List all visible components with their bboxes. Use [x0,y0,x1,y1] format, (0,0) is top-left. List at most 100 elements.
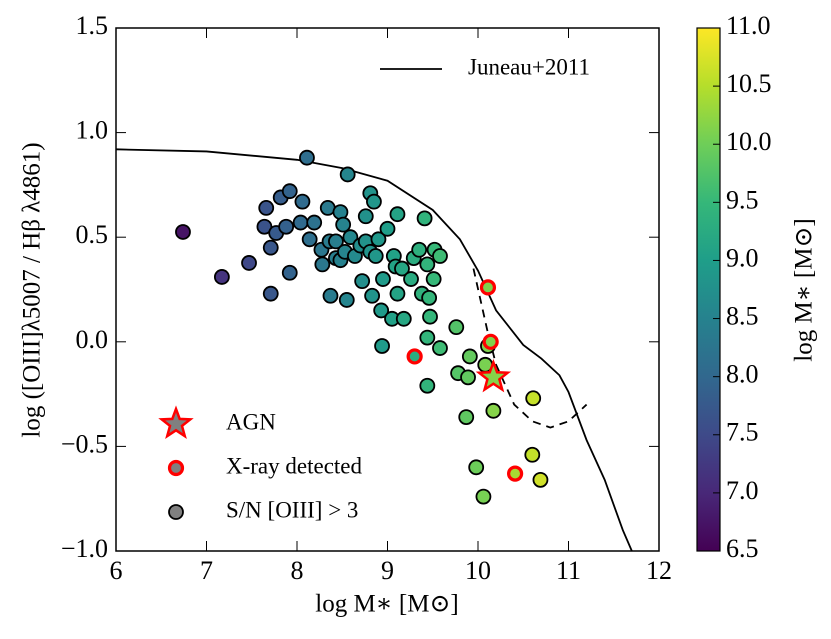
plot-frame [115,27,660,552]
point [306,214,323,231]
legend-label: AGN [226,409,276,434]
point [395,310,412,327]
plot-area [115,27,660,552]
legend-label: S/N [OIII] > 3 [226,497,358,522]
y-tick-label: 0.5 [76,220,109,249]
colorbar-tick-label: 9.0 [726,243,759,272]
x-axis-label: log M∗ [M⊙] [315,591,459,618]
point [403,271,419,287]
y-tick-label: 0.0 [76,325,109,354]
point [460,369,476,386]
legend-marker [167,459,185,477]
point [479,279,497,296]
point [389,206,406,223]
point [262,285,279,302]
point [419,329,436,346]
y-tick-label: −1.0 [61,534,108,563]
legend-label: X-ray detected [226,453,363,478]
point [366,193,382,210]
point [338,292,355,308]
point [258,200,275,216]
colorbar-label: log M∗ [M⊙] [791,218,818,362]
colorbar-tick-label: 10.0 [726,127,772,156]
point [468,459,485,476]
point [394,260,410,277]
colorbar-tick-label: 8.0 [726,360,759,389]
point [332,204,349,220]
y-tick-label: 1.0 [76,116,109,145]
point [421,289,438,306]
legend-marker [158,405,194,439]
point [241,255,257,271]
colorbar-tick-label: 7.5 [726,418,759,447]
legend-marker [168,504,184,520]
point [342,229,359,246]
point [262,239,279,256]
point [389,285,406,302]
point [525,390,542,407]
point [432,248,448,264]
point [314,256,331,273]
point [375,271,391,287]
point [292,214,309,231]
point [354,273,371,290]
agn-star [475,358,512,393]
point [422,308,438,325]
point [507,465,524,482]
point [373,302,390,319]
point [278,218,295,235]
point [294,193,311,210]
legend-label: Juneau+2011 [468,54,590,79]
y-axis-label: log ([OIII]λ5007 / Hβ λ4861) [19,142,46,437]
colorbar-tick-label: 7.0 [726,476,759,505]
point [339,166,356,183]
colorbar-tick-label: 11.0 [726,11,771,40]
point [475,488,492,505]
point [419,377,436,394]
point [374,338,390,354]
x-tick-label: 11 [556,556,581,585]
point [301,231,318,248]
x-tick-label: 12 [646,556,672,585]
point [370,231,387,248]
point [335,216,352,233]
point [448,319,465,336]
x-tick-label: 6 [110,556,123,585]
x-tick-label: 7 [200,556,213,585]
point [322,287,339,304]
point [416,210,433,227]
point [411,241,428,258]
colorbar-tick-label: 8.5 [726,302,759,331]
point [461,348,478,365]
point [281,183,298,200]
point [458,409,475,426]
y-tick-label: −0.5 [61,429,108,458]
point [281,264,298,281]
point [379,220,396,237]
point [328,233,344,250]
colorbar-tick-label: 9.5 [726,185,759,214]
point [425,271,442,287]
point [532,471,549,488]
point [406,348,423,365]
point [357,208,374,225]
juneau-line [115,148,633,552]
colorbar-tick-label: 10.5 [726,69,772,98]
colorbar [696,27,721,552]
point [419,256,436,273]
point [175,224,191,240]
point [367,248,384,264]
point [524,446,541,463]
y-tick-label: 1.5 [76,11,109,40]
juneau-line [472,268,588,429]
point [299,149,315,166]
point [485,402,502,419]
x-tick-label: 8 [291,556,304,585]
colorbar-tick-label: 6.5 [726,534,759,563]
point [364,287,381,304]
point [482,333,499,350]
x-tick-label: 10 [465,556,491,585]
point [432,340,448,356]
point [213,269,230,285]
